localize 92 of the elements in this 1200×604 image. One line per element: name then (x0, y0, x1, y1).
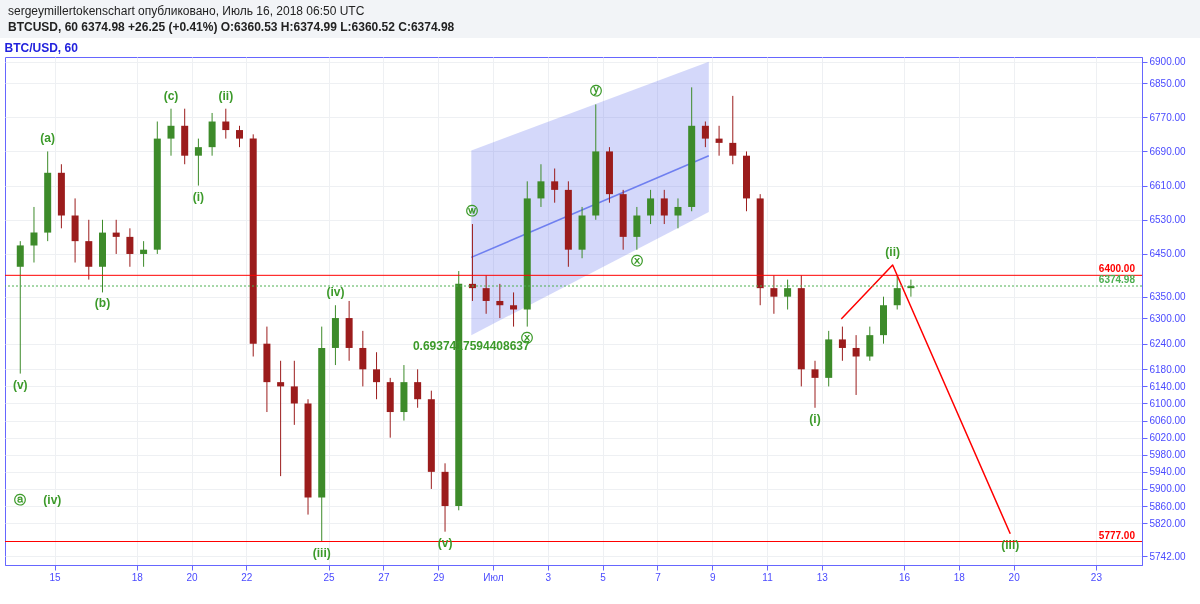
candlestick (236, 125, 244, 148)
candlestick (770, 274, 778, 315)
x-tick-label: 7 (655, 571, 662, 583)
candlestick (222, 108, 230, 140)
annotation: ⓦ (466, 204, 479, 219)
y-tick-label: 6610.00 (1149, 180, 1187, 192)
x-tick-label: 20 (186, 571, 199, 583)
candlestick (715, 125, 723, 157)
candlestick (674, 197, 682, 229)
y-tick-label: 6240.00 (1149, 338, 1187, 350)
ref-line-label: 6374.98 (1098, 274, 1136, 286)
x-tick-label: 18 (953, 571, 966, 583)
candlestick (194, 138, 202, 187)
candlestick (510, 291, 518, 328)
candlestick (647, 189, 655, 225)
y-tick-label: 6770.00 (1149, 111, 1187, 123)
x-tick-label: 27 (378, 571, 390, 583)
chart-subtitle: BTCUSD, 60 6374.98 +26.25 (+0.41%) O:6360.53 H:6374.99 L:6360.52 C:6374.98 (8, 19, 456, 35)
annotation: (i) (809, 411, 821, 426)
annotation: (ii) (218, 88, 234, 103)
y-tick-label: 6300.00 (1149, 312, 1187, 324)
annotation: (iii) (312, 545, 331, 560)
y-tick-label: 5900.00 (1149, 483, 1187, 495)
annotation: ⓨ (589, 84, 602, 99)
x-tick-label: 20 (1008, 571, 1021, 583)
y-tick-label: 6100.00 (1149, 398, 1187, 409)
x-tick-label: 16 (899, 571, 911, 583)
annotation: (v) (12, 377, 28, 392)
x-tick-label: 23 (1090, 571, 1103, 583)
y-tick-label: 5940.00 (1149, 466, 1187, 478)
x-tick-label: 18 (131, 571, 144, 583)
y-tick-label: 6060.00 (1149, 415, 1187, 427)
y-tick-label: 6350.00 (1149, 291, 1187, 303)
x-tick-label: 9 (709, 571, 716, 583)
annotation: (iii) (1001, 537, 1020, 552)
x-tick-label: 5 (600, 571, 607, 583)
text: ⓐ (iv) (14, 493, 62, 507)
x-tick-label: Июл (483, 571, 504, 583)
x-tick-label: 22 (241, 571, 253, 583)
annotation: (ii) (885, 245, 900, 260)
candlestick (496, 283, 504, 319)
y-tick-label: 5860.00 (1149, 500, 1187, 512)
candlestick (112, 219, 120, 255)
y-tick-label: 6450.00 (1149, 248, 1187, 260)
y-tick-label: 6140.00 (1149, 380, 1187, 392)
candlestick (140, 240, 148, 268)
annotation: (i) (192, 189, 205, 204)
ref-line-label: 5777.00 (1098, 529, 1136, 541)
candlestick (551, 168, 559, 204)
y-tick-label: 6020.00 (1149, 432, 1187, 444)
candlestick (30, 206, 38, 264)
y-tick-label: 5980.00 (1149, 449, 1187, 461)
annotation: (c) (163, 88, 179, 103)
candlestick (784, 279, 792, 310)
candlestick (729, 95, 737, 165)
annotation: (iv) (326, 285, 345, 300)
candlestick (633, 206, 641, 251)
x-tick-label: 15 (49, 571, 62, 583)
annotation: (b) (94, 296, 111, 311)
y-tick-label: 6900.00 (1149, 56, 1187, 68)
candlestick (126, 227, 134, 268)
x-tick-label: 3 (545, 571, 552, 583)
candlestick (811, 360, 819, 409)
candlestick (537, 163, 545, 208)
candlestick (373, 351, 381, 400)
y-tick-label: 6180.00 (1149, 363, 1187, 375)
candlestick (660, 189, 668, 225)
candlestick (838, 326, 846, 362)
x-tick-label: 29 (433, 571, 445, 583)
y-tick-label: 5820.00 (1149, 517, 1187, 529)
candlestick (277, 360, 285, 477)
candlestick (852, 334, 860, 396)
annotation: ⓧ (630, 253, 643, 268)
chart-title: BTC/USD, 60 (4, 40, 79, 55)
y-tick-label: 6690.00 (1149, 145, 1187, 157)
text: sergeymillertokenschart опубликовано, Июль 16, 2018 06:50 UTC (8, 3, 366, 19)
x-tick-label: 13 (816, 571, 829, 583)
annotation: (a) (40, 131, 56, 146)
candlestick (414, 368, 422, 409)
candlestick (866, 326, 874, 362)
candlestick (359, 330, 367, 387)
y-tick-label: 6850.00 (1149, 77, 1187, 89)
y-tick-label: 5742.00 (1149, 550, 1187, 562)
candlestick (701, 121, 709, 148)
candlestick (482, 274, 490, 315)
x-tick-label: 25 (323, 571, 336, 583)
candlestick (16, 240, 24, 375)
ref-line-label: 6400.00 (1098, 263, 1136, 275)
candlestick (290, 360, 298, 426)
y-tick-label: 6530.00 (1149, 214, 1187, 226)
candlestick (167, 108, 175, 157)
x-tick-label: 11 (762, 571, 774, 583)
